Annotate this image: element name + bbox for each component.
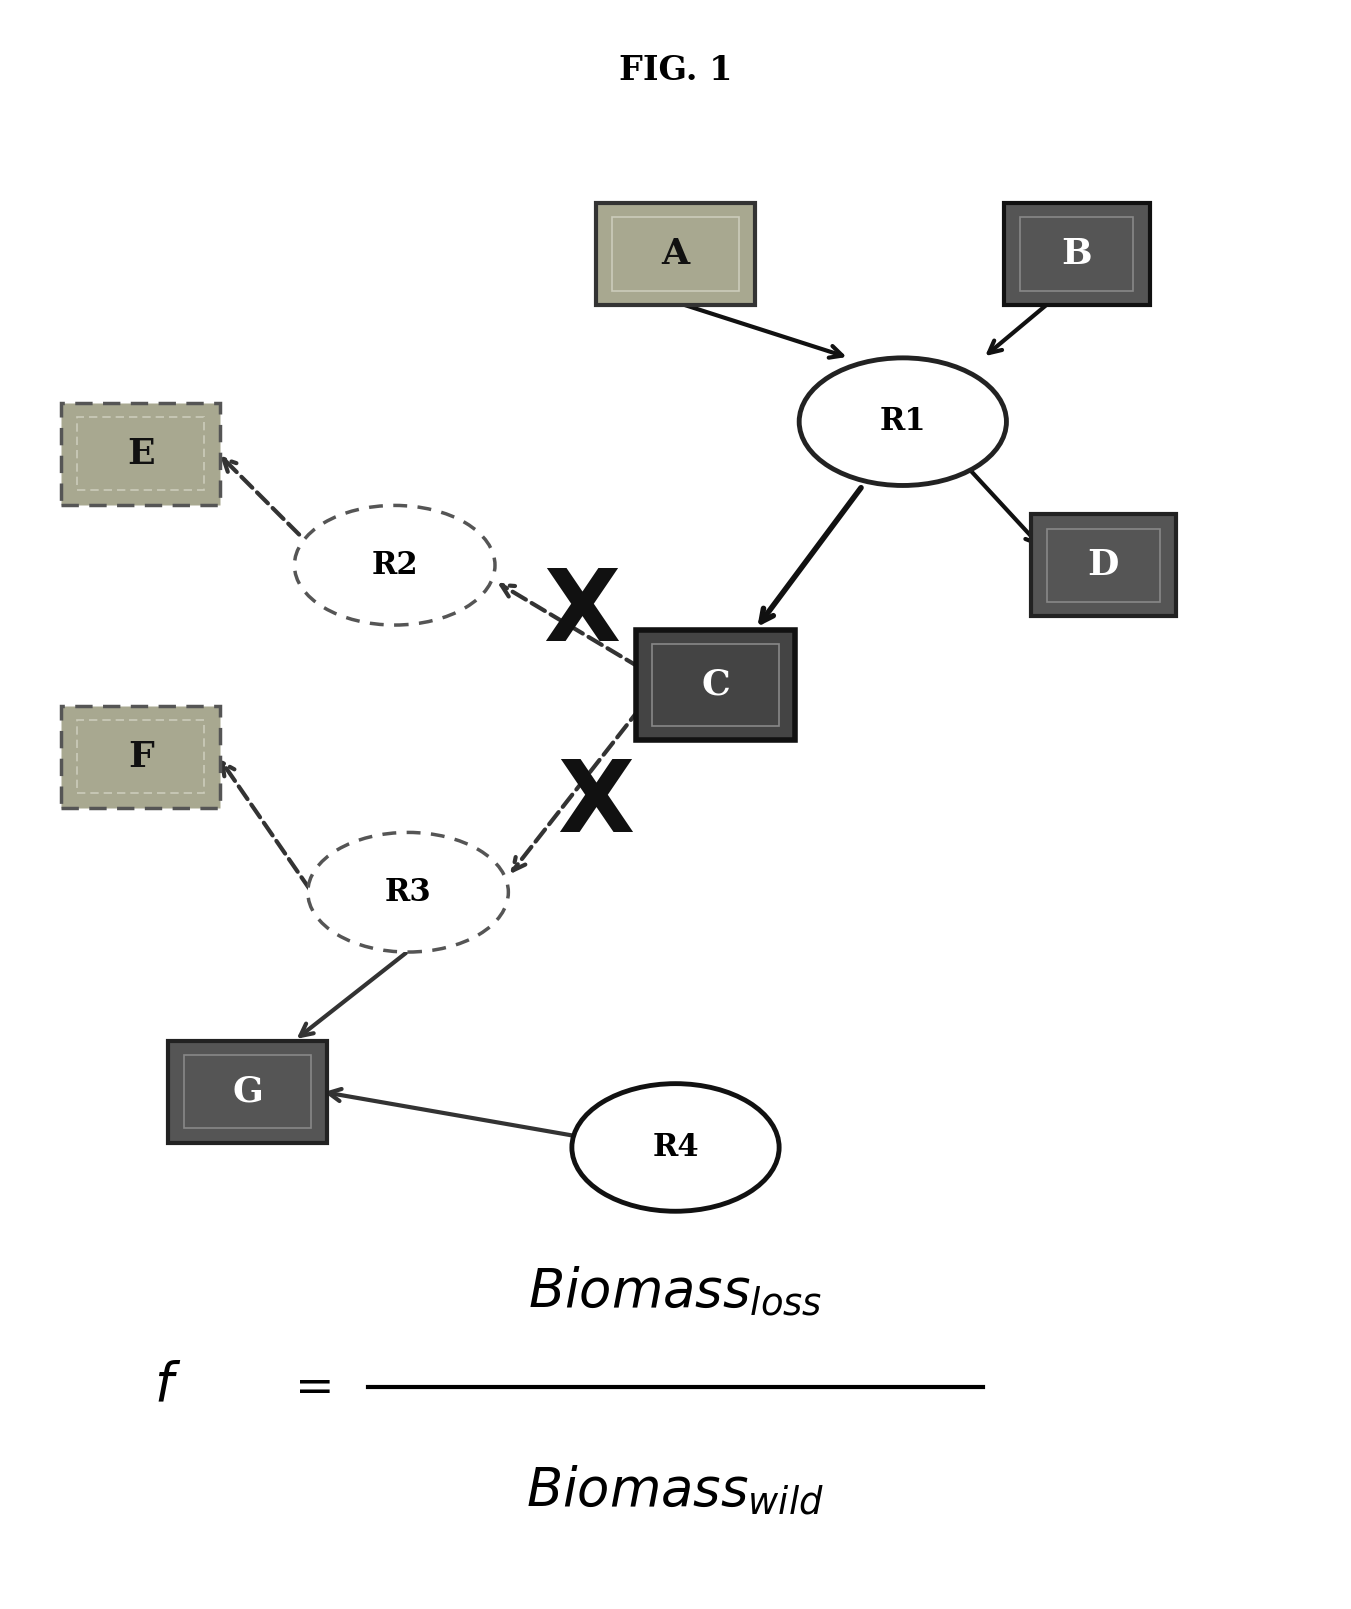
Text: E: E <box>127 436 154 470</box>
Text: R1: R1 <box>880 405 925 438</box>
FancyBboxPatch shape <box>1031 515 1177 616</box>
FancyBboxPatch shape <box>596 203 755 306</box>
FancyBboxPatch shape <box>1004 203 1150 306</box>
FancyBboxPatch shape <box>636 629 796 740</box>
Text: FIG. 1: FIG. 1 <box>619 55 732 87</box>
Ellipse shape <box>308 832 508 953</box>
FancyArrowPatch shape <box>223 763 311 890</box>
Text: D: D <box>1088 549 1119 582</box>
FancyArrowPatch shape <box>971 471 1038 544</box>
FancyArrowPatch shape <box>501 586 639 668</box>
Ellipse shape <box>800 357 1006 486</box>
Ellipse shape <box>295 505 494 624</box>
Text: $f$: $f$ <box>154 1361 181 1413</box>
Text: B: B <box>1062 237 1092 272</box>
FancyBboxPatch shape <box>168 1041 327 1142</box>
Text: $\mathit{Biomass}_{\mathit{loss}}$: $\mathit{Biomass}_{\mathit{loss}}$ <box>528 1265 823 1318</box>
FancyArrowPatch shape <box>513 708 640 870</box>
Text: R3: R3 <box>385 877 431 907</box>
FancyBboxPatch shape <box>61 402 220 505</box>
Text: C: C <box>701 668 730 702</box>
Text: X: X <box>543 565 620 661</box>
Text: G: G <box>232 1075 263 1109</box>
Ellipse shape <box>571 1083 780 1212</box>
Text: X: X <box>557 756 634 853</box>
FancyArrowPatch shape <box>761 488 861 621</box>
FancyBboxPatch shape <box>61 706 220 808</box>
Text: $=$: $=$ <box>285 1364 331 1409</box>
Text: A: A <box>662 237 689 272</box>
FancyArrowPatch shape <box>300 953 405 1036</box>
FancyArrowPatch shape <box>989 304 1048 352</box>
Text: R4: R4 <box>653 1133 698 1163</box>
Text: $\mathit{Biomass}_{\mathit{wild}}$: $\mathit{Biomass}_{\mathit{wild}}$ <box>527 1464 824 1517</box>
FancyArrowPatch shape <box>678 302 842 357</box>
Text: F: F <box>128 740 154 774</box>
FancyArrowPatch shape <box>328 1089 593 1139</box>
FancyArrowPatch shape <box>223 459 299 534</box>
Text: R2: R2 <box>372 550 417 581</box>
